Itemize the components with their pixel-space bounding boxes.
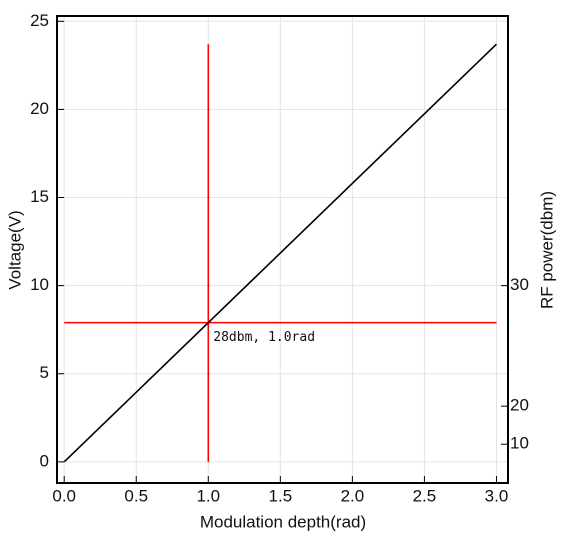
x-axis-label: Modulation depth(rad) <box>200 512 366 531</box>
annotation: 28dbm, 1.0rad <box>213 330 315 345</box>
plot-frame <box>56 15 509 484</box>
y2-tick-label: 30 <box>510 275 529 294</box>
y-tick-label: 25 <box>30 11 49 30</box>
y-tick-label: 10 <box>30 275 49 294</box>
y-tick-label: 15 <box>30 187 49 206</box>
x-tick-label: 0.0 <box>52 486 76 505</box>
x-tick-label: 1.0 <box>196 486 220 505</box>
y2-axis-label: RF power(dbm) <box>537 191 556 309</box>
y-tick-label: 20 <box>30 99 49 118</box>
y2-tick-label: 20 <box>510 396 529 415</box>
data-line <box>63 43 498 463</box>
x-tick-label: 2.5 <box>413 486 437 505</box>
y-tick-label: 0 <box>40 451 49 470</box>
y2-tick-label: 10 <box>510 434 529 453</box>
y-axis-label: Voltage(V) <box>5 210 24 289</box>
x-tick-label: 2.0 <box>341 486 365 505</box>
y-tick-label: 5 <box>40 363 49 382</box>
x-tick-label: 3.0 <box>485 486 509 505</box>
x-tick-label: 1.5 <box>269 486 293 505</box>
x-tick-label: 0.5 <box>124 486 148 505</box>
